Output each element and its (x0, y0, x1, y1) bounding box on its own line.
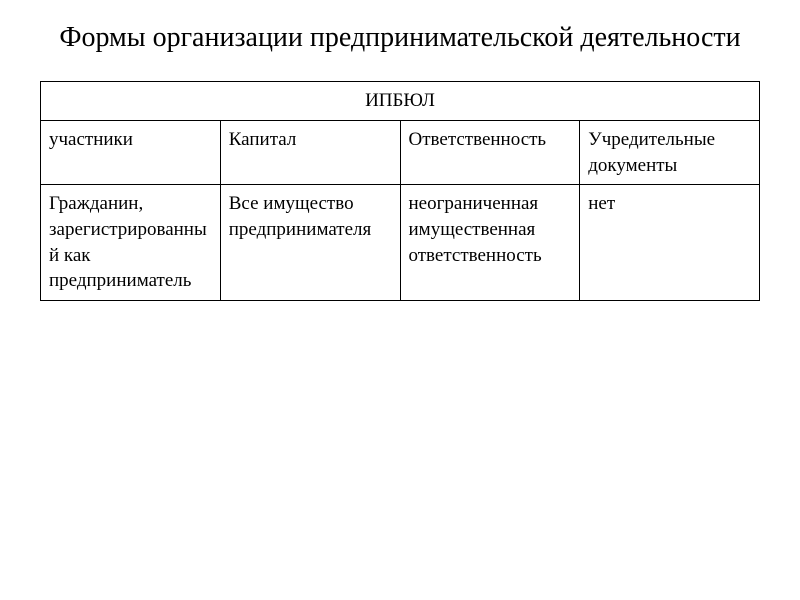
table-spanning-header-row: ИПБЮЛ (41, 82, 760, 121)
cell-responsibility: неограниченная имущественная ответственн… (400, 185, 580, 301)
organization-forms-table: ИПБЮЛ участники Капитал Ответственность … (40, 81, 760, 300)
cell-documents: нет (580, 185, 760, 301)
column-header-documents: Учредительные документы (580, 121, 760, 185)
cell-participants: Гражданин, зарегистрированный как предпр… (41, 185, 221, 301)
spanning-header-cell: ИПБЮЛ (41, 82, 760, 121)
table-header-row: участники Капитал Ответственность Учреди… (41, 121, 760, 185)
page-title: Формы организации предпринимательской де… (40, 20, 760, 56)
table-row: Гражданин, зарегистрированный как предпр… (41, 185, 760, 301)
column-header-participants: участники (41, 121, 221, 185)
column-header-responsibility: Ответственность (400, 121, 580, 185)
column-header-capital: Капитал (220, 121, 400, 185)
cell-capital: Все имущество предпринимателя (220, 185, 400, 301)
